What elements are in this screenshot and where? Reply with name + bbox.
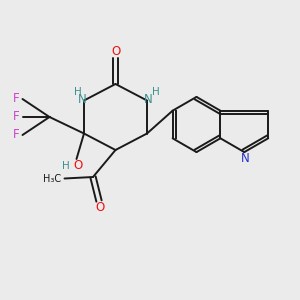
Text: O: O <box>111 45 120 58</box>
Text: F: F <box>13 128 19 142</box>
Text: F: F <box>13 110 19 124</box>
Text: N: N <box>241 152 249 165</box>
Text: H₃C: H₃C <box>43 173 61 184</box>
Text: F: F <box>13 92 19 106</box>
Text: O: O <box>74 159 82 172</box>
Text: H: H <box>152 87 159 97</box>
Text: H: H <box>62 160 70 171</box>
Text: H: H <box>74 87 82 97</box>
Text: O: O <box>95 201 104 214</box>
Text: N: N <box>78 93 87 106</box>
Text: N: N <box>144 93 153 106</box>
